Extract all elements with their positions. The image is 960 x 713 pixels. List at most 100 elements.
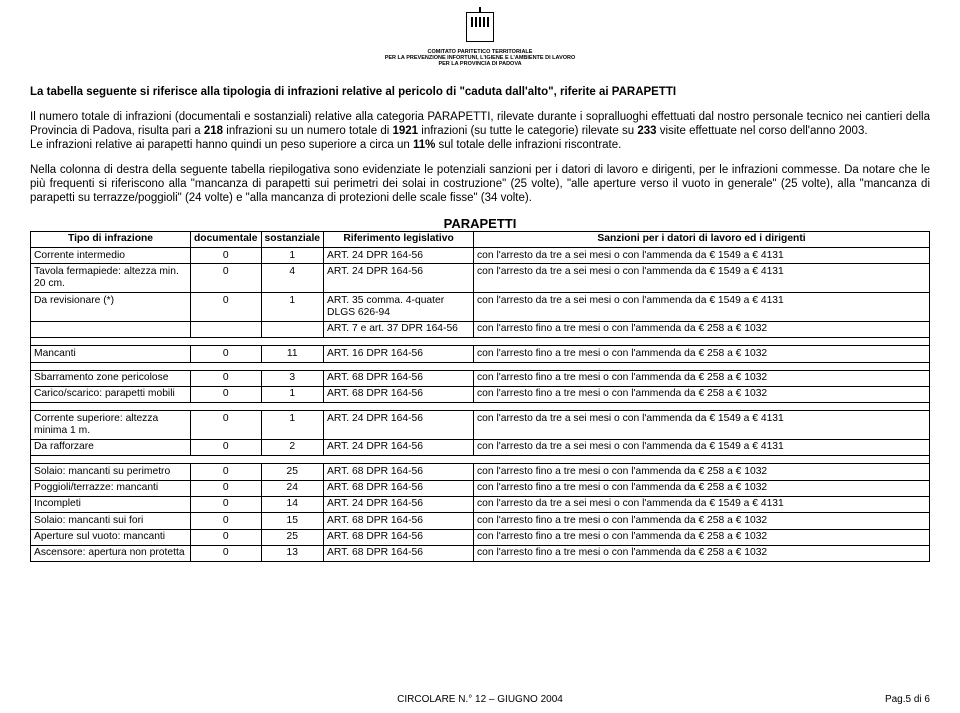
spacer-row [31,362,930,370]
pct-11: 11% [413,139,435,151]
cell [191,321,262,337]
t: visite effettuate nel corso dell'anno 20… [657,125,868,137]
cell: ART. 68 DPR 164-56 [324,529,474,545]
cell: Corrente superiore: altezza minima 1 m. [31,411,191,440]
table-row: ART. 7 e art. 37 DPR 164-56con l'arresto… [31,321,930,337]
cell: ART. 24 DPR 164-56 [324,496,474,512]
cell: ART. 24 DPR 164-56 [324,439,474,455]
count-233: 233 [637,125,656,137]
cell: ART. 7 e art. 37 DPR 164-56 [324,321,474,337]
cell: con l'arresto fino a tre mesi o con l'am… [474,529,930,545]
cell: 14 [261,496,324,512]
table-row: Tavola fermapiede: altezza min. 20 cm.04… [31,264,930,293]
cell: con l'arresto fino a tre mesi o con l'am… [474,386,930,402]
col-tipo: Tipo di infrazione [31,231,191,247]
cell: 0 [191,513,262,529]
t: Le infrazioni relative ai parapetti hann… [30,139,413,151]
cell: ART. 24 DPR 164-56 [324,248,474,264]
spacer-row [31,403,930,411]
table-body: Corrente intermedio01ART. 24 DPR 164-56c… [31,248,930,562]
col-sost: sostanziale [261,231,324,247]
cell: ART. 68 DPR 164-56 [324,386,474,402]
table-title: PARAPETTI [30,216,930,231]
cell: ART. 24 DPR 164-56 [324,264,474,293]
table-row: Sbarramento zone pericolose03ART. 68 DPR… [31,370,930,386]
cell: 4 [261,264,324,293]
cell: ART. 68 DPR 164-56 [324,513,474,529]
cell: con l'arresto fino a tre mesi o con l'am… [474,513,930,529]
cell: con l'arresto fino a tre mesi o con l'am… [474,480,930,496]
cell: ART. 24 DPR 164-56 [324,411,474,440]
cell: 0 [191,264,262,293]
cell: con l'arresto fino a tre mesi o con l'am… [474,370,930,386]
table-row: Mancanti011ART. 16 DPR 164-56con l'arres… [31,346,930,362]
table-row: Solaio: mancanti su perimetro025ART. 68 … [31,464,930,480]
cell: 1 [261,248,324,264]
cell: con l'arresto da tre a sei mesi o con l'… [474,439,930,455]
cell: Da revisionare (*) [31,293,191,322]
spacer-row [31,456,930,464]
cell: 0 [191,464,262,480]
cell: 1 [261,293,324,322]
cell: 24 [261,480,324,496]
cell: 0 [191,411,262,440]
cell: con l'arresto fino a tre mesi o con l'am… [474,321,930,337]
intro-text-1b: PARAPETTI [612,86,676,98]
footer-page: Pag.5 di 6 [885,694,930,705]
org-name-line3: PER LA PROVINCIA DI PADOVA [30,61,930,67]
cell: con l'arresto da tre a sei mesi o con l'… [474,496,930,512]
table-row: Da rafforzare02ART. 24 DPR 164-56con l'a… [31,439,930,455]
cell: 0 [191,480,262,496]
cell [261,321,324,337]
cell: con l'arresto da tre a sei mesi o con l'… [474,293,930,322]
cell: 2 [261,439,324,455]
table-row: Ascensore: apertura non protetta013ART. … [31,545,930,561]
spacer-row [31,338,930,346]
cell: 0 [191,545,262,561]
cell: 1 [261,411,324,440]
cell: con l'arresto da tre a sei mesi o con l'… [474,264,930,293]
cell: ART. 35 comma. 4-quater DLGS 626-94 [324,293,474,322]
cell: 15 [261,513,324,529]
cell: 25 [261,464,324,480]
cell: ART. 68 DPR 164-56 [324,480,474,496]
cell: Corrente intermedio [31,248,191,264]
cell: Solaio: mancanti su perimetro [31,464,191,480]
page-footer: CIRCOLARE N.° 12 – GIUGNO 2004 Pag.5 di … [30,694,930,705]
t: infrazioni (su tutte le categorie) rilev… [418,125,637,137]
cell: 0 [191,529,262,545]
t: infrazioni su un numero totale di [223,125,392,137]
table-row: Poggioli/terrazze: mancanti024ART. 68 DP… [31,480,930,496]
intro-text-1a: La tabella seguente si riferisce alla ti… [30,86,612,98]
cell: 1 [261,386,324,402]
cell: 3 [261,370,324,386]
table-row: Corrente intermedio01ART. 24 DPR 164-56c… [31,248,930,264]
cell: Sbarramento zone pericolose [31,370,191,386]
table-row: Incompleti014ART. 24 DPR 164-56con l'arr… [31,496,930,512]
table-row: Corrente superiore: altezza minima 1 m.0… [31,411,930,440]
intro-heading: La tabella seguente si riferisce alla ti… [30,85,930,99]
table-row: Aperture sul vuoto: mancanti025ART. 68 D… [31,529,930,545]
cell: 13 [261,545,324,561]
cell: con l'arresto fino a tre mesi o con l'am… [474,464,930,480]
cell: Carico/scarico: parapetti mobili [31,386,191,402]
cell: 0 [191,248,262,264]
col-rif: Riferimento legislativo [324,231,474,247]
cell: Poggioli/terrazze: mancanti [31,480,191,496]
cell: Ascensore: apertura non protetta [31,545,191,561]
cell [31,321,191,337]
cell: 11 [261,346,324,362]
cell: 0 [191,370,262,386]
intro-para-2: Il numero totale di infrazioni (document… [30,110,930,153]
cell: Da rafforzare [31,439,191,455]
cell: Incompleti [31,496,191,512]
infractions-table: Tipo di infrazione documentale sostanzia… [30,231,930,563]
cell: Mancanti [31,346,191,362]
cell: Aperture sul vuoto: mancanti [31,529,191,545]
cell: con l'arresto da tre a sei mesi o con l'… [474,248,930,264]
cell: 0 [191,386,262,402]
cell: ART. 68 DPR 164-56 [324,545,474,561]
table-header-row: Tipo di infrazione documentale sostanzia… [31,231,930,247]
t: sul totale delle infrazioni riscontrate. [435,139,621,151]
building-icon [466,12,494,42]
